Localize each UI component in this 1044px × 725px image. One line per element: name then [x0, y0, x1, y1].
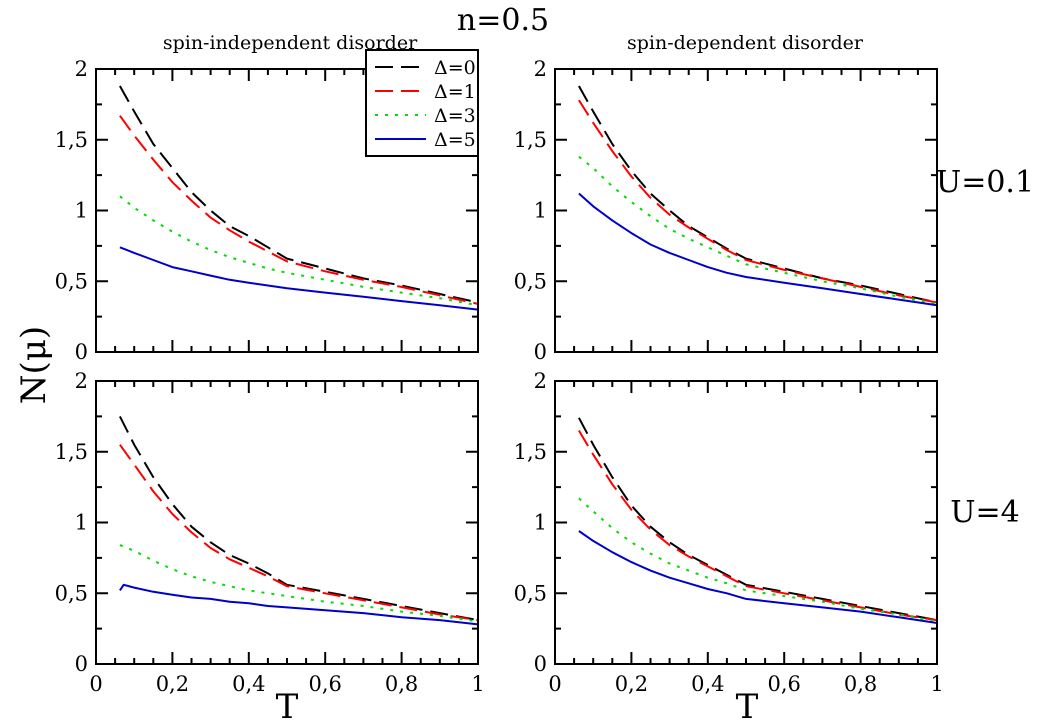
- y-tick-label: 0,5: [55, 581, 88, 605]
- y-tick-label: 0: [75, 652, 88, 676]
- row-label-top: U=0.1: [936, 165, 1034, 200]
- series-line-top-left-3: [119, 246, 479, 311]
- x-axis-label-left: T: [276, 687, 299, 725]
- series-line-bottom-left-2: [119, 544, 479, 623]
- y-tick-label: 0: [534, 652, 547, 676]
- plot-frame: [95, 380, 479, 665]
- x-tick-label: 0,6: [308, 672, 341, 696]
- y-tick-label: 0: [534, 340, 547, 364]
- figure-title: n=0.5: [457, 3, 549, 38]
- legend: Δ=0Δ=1Δ=3Δ=5: [365, 49, 479, 157]
- x-tick-label: 1: [930, 672, 943, 696]
- plot-frame: [554, 68, 938, 353]
- series-line-bottom-right-3: [578, 530, 938, 624]
- legend-label-1: Δ=1: [434, 81, 476, 103]
- x-tick-label: 0: [548, 672, 561, 696]
- series-line-bottom-right-0: [578, 417, 938, 622]
- y-tick-label: 1: [75, 511, 88, 535]
- series-line-top-right-2: [578, 155, 938, 305]
- series-line-top-left-1: [119, 115, 479, 305]
- y-tick-label: 0,5: [55, 269, 88, 293]
- x-tick-label: 0,6: [767, 672, 800, 696]
- series-line-top-left-0: [119, 85, 479, 304]
- legend-label-0: Δ=0: [434, 57, 476, 79]
- y-tick-label: 1: [534, 511, 547, 535]
- y-tick-label: 1,5: [514, 128, 547, 152]
- column-title-left: spin-independent disorder: [163, 32, 418, 54]
- y-tick-label: 2: [75, 57, 88, 81]
- y-tick-label: 2: [534, 57, 547, 81]
- x-tick-label: 0,4: [691, 672, 724, 696]
- y-tick-label: 1,5: [55, 440, 88, 464]
- series-line-bottom-right-1: [578, 429, 938, 622]
- y-tick-label: 2: [75, 369, 88, 393]
- y-tick-label: 1: [534, 199, 547, 223]
- series-line-bottom-left-3: [119, 583, 479, 626]
- series-line-top-right-3: [578, 192, 938, 307]
- row-label-bottom: U=4: [950, 495, 1020, 530]
- x-tick-label: 0: [89, 672, 102, 696]
- legend-label-2: Δ=3: [434, 105, 476, 127]
- x-tick-label: 0,2: [156, 672, 189, 696]
- y-tick-label: 0,5: [514, 581, 547, 605]
- y-tick-label: 1,5: [514, 440, 547, 464]
- panel-top-left: 0 0,5 1 1,5 2: [55, 57, 479, 364]
- series-line-bottom-right-2: [578, 497, 938, 623]
- panels: 0 0,5 1 1,5 2 0 0,5 1 1,5 2 0 0,5 1 1,5 2 0 0,2 0,4 0,6 0,8…: [55, 57, 944, 696]
- panel-top-right: 0 0,5 1 1,5 2: [514, 57, 938, 364]
- x-tick-label: 1: [471, 672, 484, 696]
- series-line-top-right-0: [578, 85, 938, 304]
- y-axis-label: N(μ): [14, 326, 54, 404]
- x-axis-label-right: T: [736, 687, 759, 725]
- x-tick-label: 0,2: [615, 672, 648, 696]
- series-line-bottom-left-0: [119, 415, 479, 622]
- x-tick-label: 0,4: [232, 672, 265, 696]
- y-tick-label: 0: [75, 340, 88, 364]
- panel-bottom-right: 0 0,5 1 1,5 2 0 0,2 0,4 0,6 0,8 1: [514, 369, 944, 696]
- panel-bottom-left: 0 0,5 1 1,5 2 0 0,2 0,4 0,6 0,8 1: [55, 369, 485, 696]
- x-tick-label: 0,8: [844, 672, 877, 696]
- legend-label-3: Δ=5: [434, 129, 476, 151]
- plot-frame: [554, 380, 938, 665]
- y-tick-label: 0,5: [514, 269, 547, 293]
- y-tick-label: 1,5: [55, 128, 88, 152]
- y-tick-label: 1: [75, 199, 88, 223]
- y-tick-label: 2: [534, 369, 547, 393]
- series-line-bottom-left-1: [119, 444, 479, 622]
- column-title-right: spin-dependent disorder: [627, 32, 864, 54]
- x-tick-label: 0,8: [385, 672, 418, 696]
- series-line-top-right-1: [578, 99, 938, 304]
